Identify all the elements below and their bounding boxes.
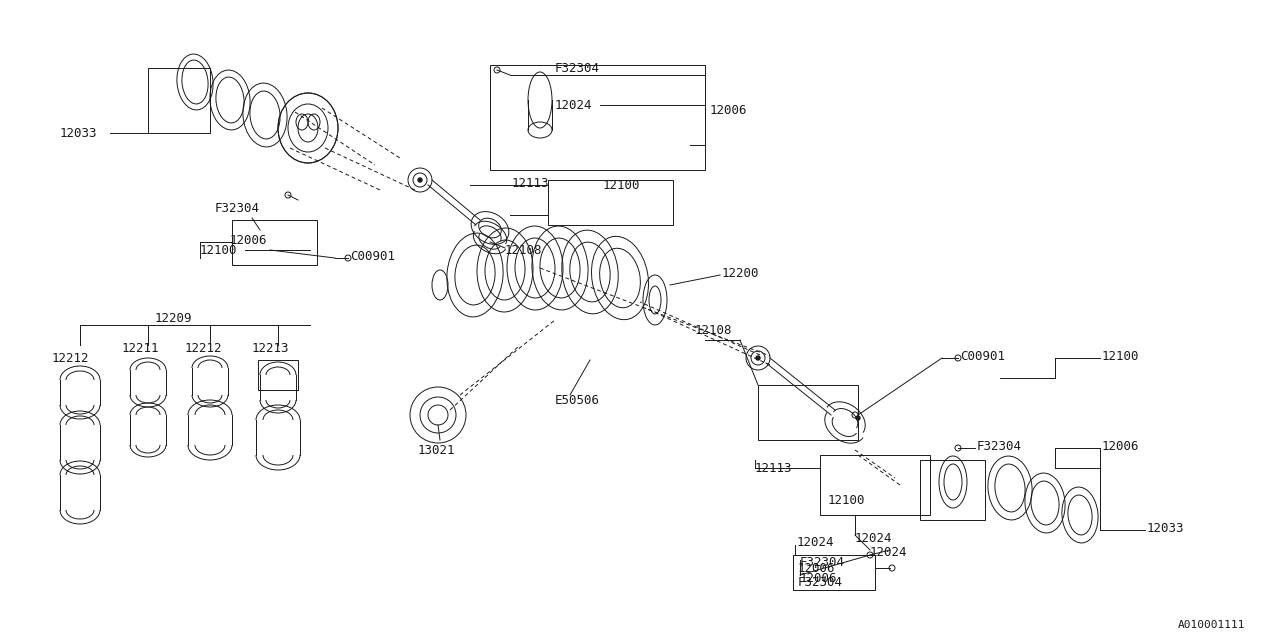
Text: C00901: C00901 [349,250,396,262]
Text: 12024: 12024 [556,99,593,111]
Bar [490,65,705,170]
Text: 12006: 12006 [800,572,837,584]
Text: 12200: 12200 [722,266,759,280]
Bar [548,180,673,225]
Text: 12212: 12212 [52,351,90,365]
Text: 12033: 12033 [1147,522,1184,534]
Text: 12209: 12209 [155,312,192,324]
Text: 12006: 12006 [797,561,836,575]
Text: F32304: F32304 [800,557,845,570]
Circle shape [856,416,860,420]
Bar [794,555,876,590]
Text: 12113: 12113 [512,177,549,189]
Text: 12024: 12024 [797,536,835,550]
Text: 12006: 12006 [1102,440,1139,452]
Text: 12213: 12213 [252,342,289,355]
Bar [920,460,986,520]
Circle shape [419,178,422,182]
Text: 12024: 12024 [870,545,908,559]
Text: 12024: 12024 [855,531,892,545]
Text: F32304: F32304 [977,440,1021,452]
Text: 12113: 12113 [755,461,792,474]
Text: F32304: F32304 [215,202,260,214]
Bar [232,220,317,265]
Text: 12211: 12211 [122,342,160,355]
Bar [820,455,931,515]
Bar [758,385,858,440]
Text: 12006: 12006 [710,104,748,116]
Text: 13021: 13021 [419,444,456,456]
Text: 12108: 12108 [695,323,732,337]
Text: 12100: 12100 [200,243,238,257]
Bar [259,360,298,390]
Bar [148,68,210,133]
Text: F32304: F32304 [797,575,844,589]
Text: F32304: F32304 [556,61,600,74]
Text: 12033: 12033 [60,127,97,140]
Text: 12212: 12212 [186,342,223,355]
Text: 12006: 12006 [230,234,268,246]
Text: 12108: 12108 [506,243,543,257]
Circle shape [756,356,760,360]
Text: E50506: E50506 [556,394,600,406]
Text: A010001111: A010001111 [1178,620,1245,630]
Text: 12100: 12100 [828,493,865,506]
Text: C00901: C00901 [960,349,1005,362]
Text: 12100: 12100 [1102,349,1139,362]
Text: 12100: 12100 [603,179,640,191]
